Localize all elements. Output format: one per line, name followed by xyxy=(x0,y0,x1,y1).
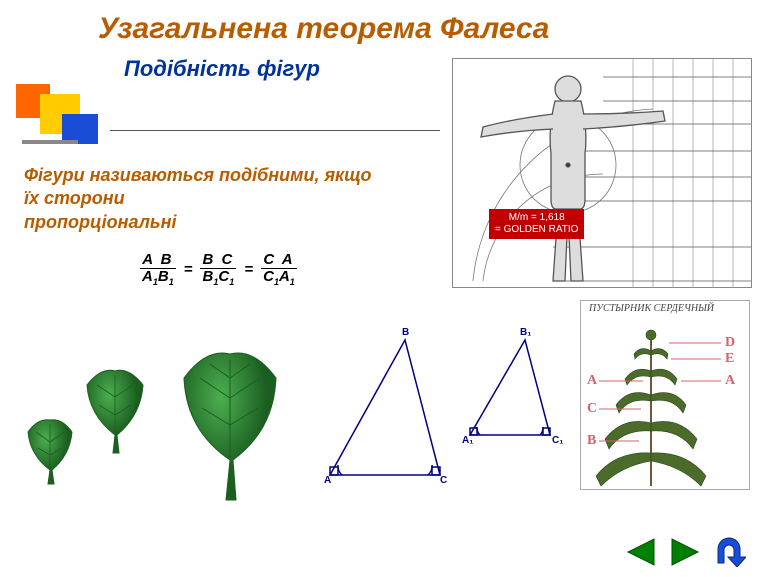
frac-3: C A C1A1 xyxy=(261,252,297,287)
vert-C1: C₁ xyxy=(552,435,563,446)
slide-deco-blocks xyxy=(16,84,106,154)
pl-Ar: A xyxy=(725,373,735,389)
similar-triangles: A B C A₁ B₁ C₁ xyxy=(320,315,580,495)
frac2-num: B C xyxy=(200,252,236,269)
slide-title: Узагальнена теорема Фалеса xyxy=(98,12,549,46)
pl-C: C xyxy=(587,401,597,417)
pl-D: D xyxy=(725,335,735,351)
frac3-den: C1A1 xyxy=(261,269,297,287)
frac2-den: B1C1 xyxy=(201,269,237,287)
vert-A: A xyxy=(324,475,331,486)
pl-B: B xyxy=(587,433,596,449)
frac-1: A B A1B1 xyxy=(140,252,176,287)
similar-leaves xyxy=(20,340,310,540)
proportion-formula: A B A1B1 = B C B1C1 = C A C1A1 xyxy=(140,252,297,287)
vert-A1: A₁ xyxy=(462,435,473,446)
vert-B: B xyxy=(402,327,409,338)
pl-E: E xyxy=(725,351,734,367)
eq1: = xyxy=(184,261,193,278)
def-line3: пропорціональні xyxy=(24,211,424,234)
nav-forward-button[interactable] xyxy=(668,537,702,567)
gr-badge-l1: M/m = 1,618 xyxy=(495,212,578,224)
slide-subtitle: Подібність фігур xyxy=(124,56,320,82)
title-text: Узагальнена теорема Фалеса xyxy=(98,12,549,45)
eq2: = xyxy=(244,261,253,278)
definition-text: Фігури називаються подібними, якщо їх ст… xyxy=(24,164,424,234)
frac3-num: C A xyxy=(261,252,296,269)
frac1-den: A1B1 xyxy=(140,269,176,287)
nav-buttons xyxy=(624,537,746,567)
golden-ratio-figure: M/m = 1,618 = GOLDEN RATIO xyxy=(452,58,752,288)
subtitle-text: Подібність фігур xyxy=(124,56,320,81)
nav-back-button[interactable] xyxy=(624,537,658,567)
pl-A: A xyxy=(587,373,597,389)
plant-figure: ПУСТЫРНИК СЕРДЕЧНЫЙ D xyxy=(580,300,750,490)
golden-ratio-badge: M/m = 1,618 = GOLDEN RATIO xyxy=(489,209,584,239)
vert-C: C xyxy=(440,475,447,486)
frac-2: B C B1C1 xyxy=(200,252,236,287)
divider-line xyxy=(110,130,440,131)
vert-B1: B₁ xyxy=(520,327,531,338)
gr-badge-l2: = GOLDEN RATIO xyxy=(495,224,578,236)
def-line1: Фігури називаються подібними, якщо xyxy=(24,164,424,187)
frac1-num: A B xyxy=(140,252,175,269)
def-line2: їх сторони xyxy=(24,187,424,210)
nav-up-button[interactable] xyxy=(712,537,746,567)
